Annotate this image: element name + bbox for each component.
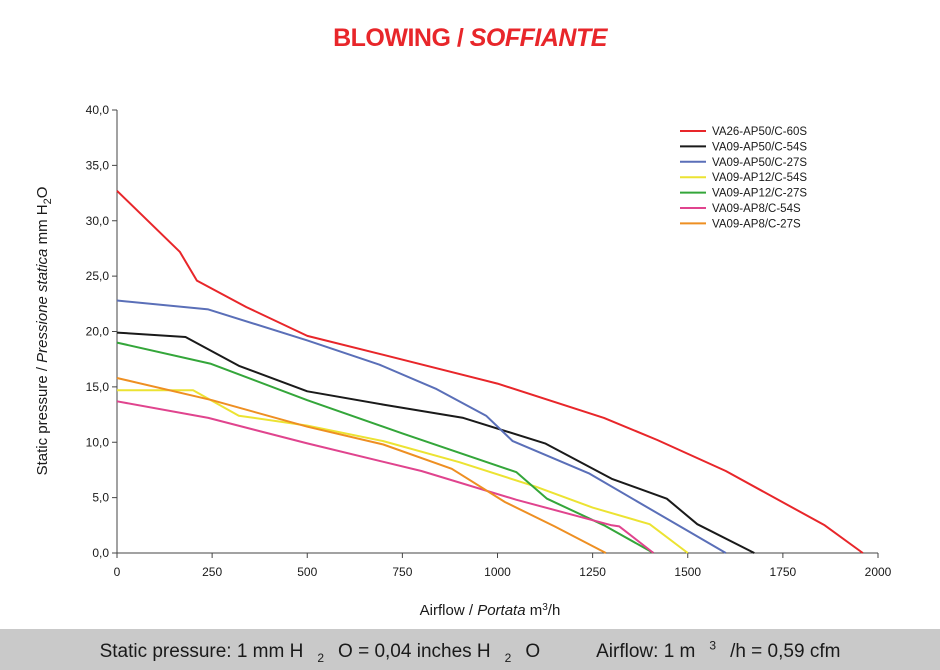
series-lines [116, 190, 864, 554]
x-ticks: 0 250 500 750 1000 1250 1500 1750 2000 [114, 553, 892, 579]
legend-label: VA09-AP50/C-54S [712, 141, 807, 153]
legend-label: VA09-AP8/C-54S [712, 203, 801, 215]
legend-label: VA09-AP12/C-27S [712, 188, 807, 200]
x-tick-label: 1000 [484, 565, 511, 579]
y-tick-label: 25,0 [86, 269, 110, 283]
legend: VA26-AP50/C-60S VA09-AP50/C-54S VA09-AP50/… [680, 126, 807, 230]
y-tick-label: 5,0 [92, 491, 109, 505]
y-tick-label: 0,0 [92, 546, 109, 560]
series-line-va26-ap50-c-60s [116, 190, 864, 554]
x-tick-label: 1500 [674, 565, 701, 579]
series-line-va09-ap12-c-54s [117, 389, 689, 554]
x-axis-label: Airflow / Portata m3/h [420, 602, 561, 619]
x-tick-label: 500 [297, 565, 317, 579]
x-tick-label: 0 [114, 565, 121, 579]
series-line-va09-ap50-c-54s [116, 331, 755, 554]
y-tick-label: 20,0 [86, 325, 110, 339]
x-tick-label: 2000 [865, 565, 892, 579]
chart-title: BLOWING / SOFFIANTE [0, 24, 940, 53]
chart-title-italic: SOFFIANTE [469, 24, 608, 52]
y-ticks: 0,0 5,0 10,0 15,0 20,0 25,0 30,0 35,0 40,0 [86, 103, 117, 560]
footer-airflow-note: Airflow: 1 m 3/h = 0,59 cfm [596, 639, 841, 663]
x-tick-label: 250 [202, 565, 222, 579]
y-tick-label: 40,0 [86, 103, 110, 117]
y-tick-label: 15,0 [86, 380, 110, 394]
legend-label: VA26-AP50/C-60S [712, 126, 807, 138]
x-tick-label: 1250 [579, 565, 606, 579]
y-tick-label: 30,0 [86, 214, 110, 228]
legend-label: VA09-AP12/C-54S [712, 172, 807, 184]
series-line-va09-ap8-c-54s [116, 400, 655, 554]
series-line-va09-ap50-c-27s [116, 299, 727, 554]
x-tick-label: 750 [392, 565, 412, 579]
legend-label: VA09-AP8/C-27S [712, 218, 801, 230]
fan-curve-chart: 0,0 5,0 10,0 15,0 20,0 25,0 30,0 35,0 40,0 0 250 5… [34, 103, 892, 619]
y-tick-label: 35,0 [86, 158, 110, 172]
series-line-va09-ap12-c-27s [116, 341, 654, 554]
legend-label: VA09-AP50/C-27S [712, 157, 807, 169]
x-tick-label: 1750 [770, 565, 797, 579]
y-axis-label: Static pressure / Pressione statica mm H… [34, 187, 54, 476]
y-tick-label: 10,0 [86, 435, 110, 449]
series-line-va09-ap8-c-27s [116, 377, 607, 554]
chart-title-main: BLOWING / [333, 24, 470, 52]
